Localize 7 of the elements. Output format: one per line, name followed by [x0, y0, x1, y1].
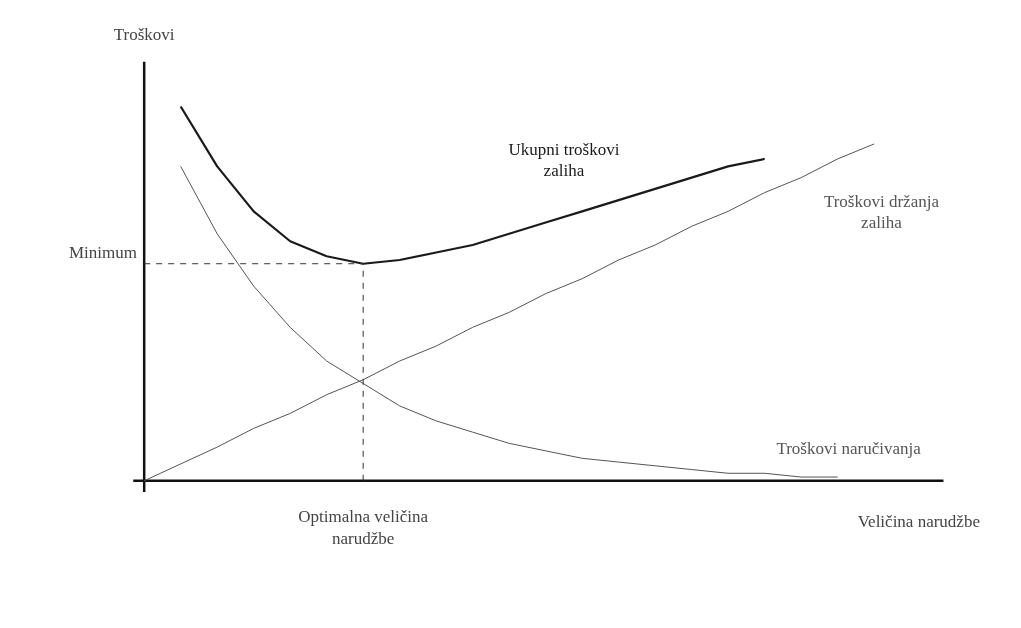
series-label: Ukupni troškovi zaliha: [508, 139, 620, 180]
series-label: Troškovi naručivanja: [776, 439, 922, 459]
series-label: Troškovi držanja zaliha: [823, 192, 940, 232]
x-axis-title: Veličina narudžbe: [857, 511, 980, 531]
text: Optimalna veličina narudžbe: [298, 506, 429, 548]
y-axis-title: Troškovi: [113, 24, 175, 44]
ref-line-label: Minimum: [68, 242, 137, 262]
